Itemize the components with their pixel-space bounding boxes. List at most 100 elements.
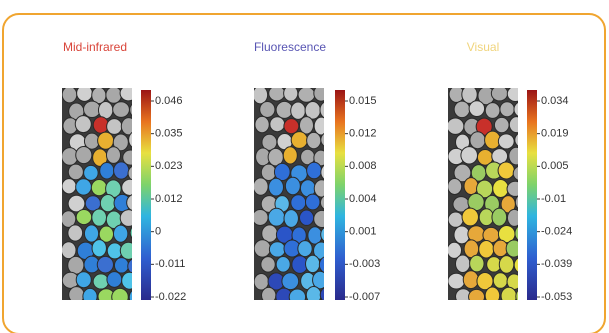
- cell: [468, 100, 486, 118]
- cell: [454, 254, 471, 273]
- cell: [105, 146, 122, 164]
- cell: [499, 101, 515, 118]
- cell: [113, 161, 130, 180]
- colorbar-label: 0.008: [349, 160, 377, 172]
- colorbar-label: -0.007: [349, 291, 380, 303]
- colorbar-label: -0.022: [155, 291, 186, 303]
- cell: [112, 133, 129, 152]
- cell: [478, 239, 495, 259]
- cell: [508, 146, 518, 166]
- cell: [254, 177, 269, 196]
- cell: [83, 164, 99, 181]
- cell: [506, 88, 518, 103]
- cell: [259, 101, 276, 118]
- cell: [62, 210, 77, 228]
- panel-title: Visual: [467, 40, 499, 54]
- cell: [448, 241, 463, 259]
- colorbar: [141, 90, 151, 300]
- cell: [112, 101, 130, 118]
- cell: [126, 194, 132, 212]
- cell: [97, 100, 114, 120]
- cell: [448, 117, 465, 135]
- panel-title: Mid-infrared: [63, 40, 127, 54]
- colorbar: [335, 90, 345, 300]
- cell: [304, 193, 321, 211]
- cell: [484, 286, 501, 300]
- cell: [508, 116, 518, 134]
- cell: [491, 207, 508, 227]
- cell: [127, 258, 132, 274]
- cell: [111, 287, 129, 300]
- cell: [512, 165, 518, 181]
- cell: [129, 103, 132, 117]
- colorbar-label: 0.034: [541, 95, 569, 107]
- cell: [469, 254, 485, 273]
- colorbar-label: -0.01: [541, 193, 566, 205]
- cell: [254, 88, 269, 105]
- cell: [312, 270, 324, 290]
- colorbar-label: -0.053: [541, 291, 572, 303]
- cell: [290, 101, 306, 120]
- cell: [121, 271, 132, 290]
- cell: [67, 224, 84, 242]
- cell: [297, 240, 313, 258]
- cell: [67, 163, 84, 181]
- colorbar-label: -0.039: [541, 258, 572, 270]
- colorbar-label: 0.012: [349, 128, 377, 140]
- cell: [75, 209, 93, 226]
- cell: [514, 195, 518, 210]
- colorbar: [527, 90, 537, 300]
- cell: [269, 116, 286, 133]
- cell: [267, 207, 286, 227]
- colorbar-label: -0.024: [541, 226, 572, 238]
- cell: [92, 273, 110, 290]
- cell: [275, 255, 291, 273]
- colorbar-label: 0.019: [541, 128, 569, 140]
- cell: [90, 178, 108, 197]
- cell: [268, 88, 286, 102]
- cell: [62, 88, 78, 104]
- cell-image: [62, 88, 132, 300]
- colorbar-label: -0.003: [349, 258, 380, 270]
- cell: [119, 241, 132, 260]
- colorbar-label: 0.046: [155, 95, 183, 107]
- cell: [254, 208, 269, 226]
- cell: [75, 271, 92, 289]
- cell: [513, 101, 518, 117]
- cell: [484, 102, 501, 119]
- cell: [297, 88, 316, 103]
- cell: [260, 256, 276, 273]
- cell: [99, 162, 115, 180]
- cell: [515, 289, 518, 300]
- cell: [268, 177, 284, 197]
- colorbar-label: 0.015: [349, 95, 377, 107]
- colorbar-label: 0.001: [349, 226, 377, 238]
- cell: [91, 208, 108, 227]
- cell: [320, 164, 324, 180]
- cell: [290, 131, 309, 149]
- cell: [129, 226, 132, 239]
- cell: [128, 131, 132, 148]
- cell: [106, 271, 123, 288]
- cell: [492, 272, 509, 289]
- cell: [83, 224, 100, 243]
- cell: [106, 118, 123, 135]
- cell: [305, 254, 321, 274]
- cell: [91, 239, 107, 258]
- cell: [283, 118, 300, 135]
- cell: [306, 161, 323, 180]
- cell: [497, 161, 515, 180]
- cell: [313, 149, 324, 167]
- cell: [273, 162, 291, 182]
- cell: [298, 209, 315, 226]
- colorbar-label: 0: [155, 226, 161, 238]
- cell: [268, 241, 286, 258]
- cell: [306, 131, 322, 150]
- cell: [461, 207, 479, 227]
- cell: [469, 131, 486, 150]
- cell: [284, 176, 301, 196]
- cell: [313, 116, 324, 136]
- cell: [448, 211, 464, 228]
